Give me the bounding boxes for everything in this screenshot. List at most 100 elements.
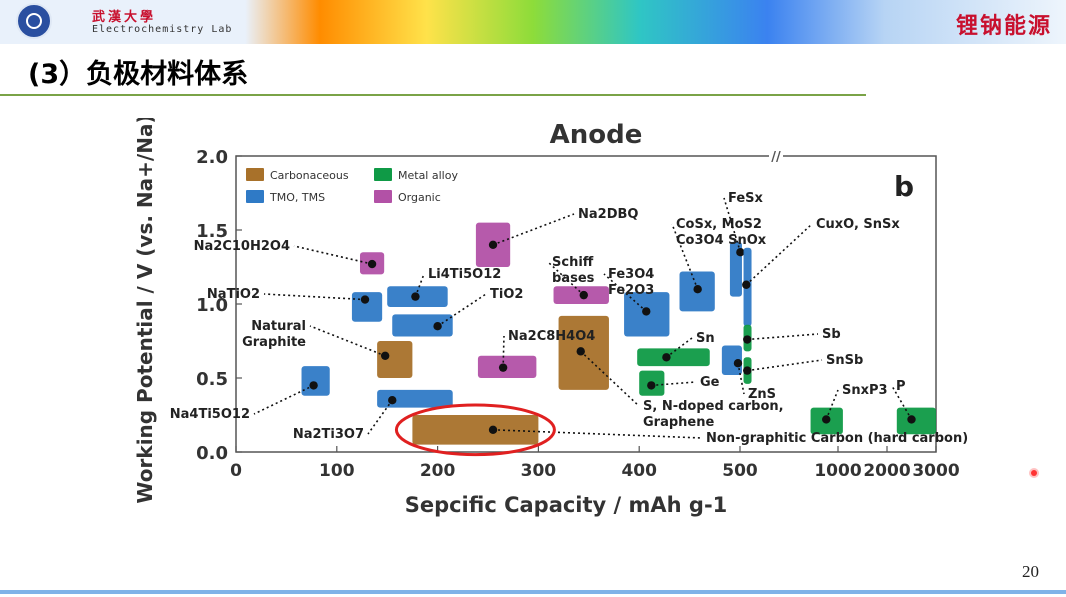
region-label: Fe2O3: [608, 283, 654, 298]
slide-title: (3）负极材料体系: [28, 59, 249, 90]
org-name: 武漢大學: [92, 10, 157, 25]
region-box: [377, 389, 453, 408]
x-tick-label: 1000: [814, 461, 861, 481]
data-point: [488, 425, 498, 434]
region-box: [392, 314, 453, 337]
region-label: Natural: [251, 319, 306, 334]
leader-line: [367, 399, 393, 435]
region-label: ZnS: [748, 387, 776, 402]
panel-label: b: [894, 170, 914, 203]
legend-entry: TMO, TMS: [269, 191, 325, 204]
legend-swatch: [246, 190, 264, 203]
anode-chart-figure: // 0 100 200 300 400 500 1000 2000 3000 0.0 0.5 1.0…: [124, 114, 974, 522]
data-point: [367, 259, 377, 269]
data-point: [742, 280, 751, 289]
x-tick-label: 400: [621, 461, 657, 481]
x-tick-label: 0: [230, 461, 242, 481]
region-label: CoSx, MoS2: [676, 217, 762, 232]
data-point: [488, 240, 498, 249]
region-label: Na2DBQ: [578, 207, 638, 222]
region-label: Na2C8H4O4: [508, 329, 595, 344]
leader-line: [293, 245, 373, 265]
data-point: [743, 335, 752, 344]
leader-line: [309, 325, 386, 357]
legend-entry: Organic: [398, 191, 441, 204]
region-label: Na4Ti5O12: [170, 407, 250, 422]
leader-line: [547, 261, 585, 296]
x-tick-label: 2000: [863, 461, 910, 481]
data-point: [433, 322, 442, 331]
chart-title: Anode: [550, 120, 643, 150]
leader-line: [747, 333, 819, 341]
x-tick-label: 100: [319, 461, 355, 481]
leader-line: [253, 384, 314, 415]
leader-line: [737, 363, 745, 395]
data-point: [693, 285, 702, 294]
y-tick-label: 2.0: [196, 147, 228, 168]
region-box: [896, 407, 936, 435]
region-label: Co3O4 SnOx: [676, 233, 767, 248]
legend-swatch: [374, 168, 392, 181]
header-slogan: 锂钠能源: [955, 13, 1052, 39]
laser-pointer-dot: [1031, 470, 1037, 476]
x-tick-label: 200: [420, 461, 456, 481]
region-label: FeSx: [728, 191, 764, 206]
title-underline: [0, 94, 866, 96]
legend-swatch: [374, 190, 392, 203]
y-axis-label: Working Potential / V (vs. Na+/Na): [133, 118, 157, 504]
data-point: [498, 363, 508, 372]
data-point: [576, 347, 585, 356]
x-tick-label: 3000: [912, 461, 959, 481]
footer-line: [0, 590, 1066, 594]
region-label: Sb: [822, 327, 841, 342]
lab-name: Electrochemistry Lab: [92, 24, 233, 35]
highlight-ellipse: [394, 403, 556, 457]
region-label: P: [896, 379, 906, 394]
region-label: SnSb: [826, 353, 863, 368]
region-box: [301, 366, 330, 396]
axis-break-gap: [769, 152, 783, 160]
leader-line: [671, 223, 699, 290]
y-tick-label: 1.5: [196, 221, 228, 242]
region-box: [637, 348, 710, 367]
region-label: Fe3O4: [608, 267, 654, 282]
region-label: Na2Ti3O7: [293, 427, 364, 442]
region-label: Schiff: [552, 255, 594, 270]
region-label: Sn: [696, 331, 715, 346]
leader-line: [414, 273, 425, 297]
data-point: [743, 366, 752, 375]
region-label: Non-graphitic Carbon (hard carbon): [706, 431, 968, 446]
x-tick-label: 300: [521, 461, 557, 481]
region-label: Graphite: [242, 335, 306, 350]
region-box: [377, 341, 413, 378]
region-box: [412, 415, 539, 445]
university-logo: [16, 3, 52, 39]
slide-header: 武漢大學 Electrochemistry Lab 锂钠能源: [0, 0, 1066, 44]
y-tick-label: 1.0: [196, 295, 228, 316]
region-label: Graphene: [643, 415, 714, 430]
page-number: 20: [1022, 562, 1039, 581]
region-label: NaTiO2: [207, 287, 260, 302]
region-label: Na2C10H2O4: [194, 239, 290, 254]
region-label: CuxO, SnSx: [816, 217, 900, 232]
region-label: bases: [552, 271, 595, 286]
leader-line: [825, 389, 839, 420]
x-tick-label: 500: [722, 461, 758, 481]
x-axis-label: Sepcific Capacity / mAh g-1: [405, 493, 728, 517]
anode-chart: // 0 100 200 300 400 500 1000 2000 3000 0.0 0.5 1.0…: [133, 114, 968, 517]
leader-line: [502, 335, 505, 368]
y-tick-label: 0.5: [196, 369, 228, 390]
legend-swatch: [246, 168, 264, 181]
legend-entry: Carbonaceous: [270, 169, 349, 182]
data-point: [309, 381, 318, 390]
leader-line: [891, 385, 913, 420]
region-label: Ge: [700, 375, 720, 390]
region-label: S, N-doped carbon,: [643, 399, 784, 414]
leader-line: [665, 337, 693, 358]
legend-entry: Metal alloy: [398, 169, 458, 182]
region-box: [721, 345, 742, 376]
region-label: Li4Ti5O12: [428, 267, 501, 282]
y-tick-label: 0.0: [196, 443, 228, 464]
region-label: TiO2: [490, 287, 523, 302]
leader-line: [580, 350, 640, 407]
